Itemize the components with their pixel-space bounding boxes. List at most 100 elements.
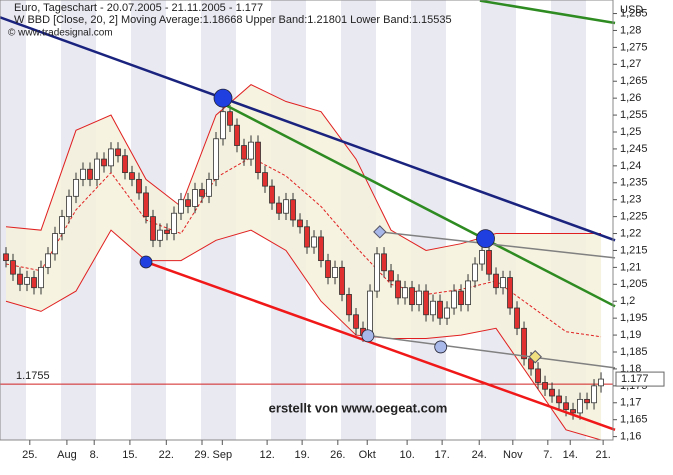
marker (528, 350, 542, 364)
candle-body (150, 216, 156, 241)
candle-body (444, 307, 450, 319)
candle-body (465, 280, 471, 306)
candle-body (479, 250, 485, 265)
candle-body (521, 327, 527, 360)
marker (434, 340, 448, 354)
y-tick-label: 1,16 (620, 431, 641, 443)
candle-body (3, 253, 9, 262)
candle-body (199, 189, 205, 197)
x-tick-label: 8. (90, 449, 99, 461)
candle-body (332, 266, 338, 278)
candle-body (115, 148, 121, 157)
candle-body (143, 192, 149, 218)
candle-body (416, 290, 422, 306)
candle-body (31, 277, 37, 289)
candle-body (220, 111, 226, 140)
candle-body (584, 398, 590, 404)
y-tick-label: 1,17 (620, 397, 641, 409)
marker (476, 229, 495, 249)
y-tick-label: 1,275 (620, 41, 648, 53)
y-tick-label: 1,28 (620, 24, 641, 36)
candle-body (381, 253, 387, 272)
annotation: erstellt von www.oegeat.com (269, 400, 448, 415)
candle-body (563, 402, 569, 410)
y-tick-label: 1,225 (620, 211, 648, 223)
candle-body (94, 158, 100, 180)
y-tick-label: 1,185 (620, 346, 648, 358)
candle-body (276, 202, 282, 214)
y-tick-label: 1,22 (620, 227, 641, 239)
x-tick-label: Sep (213, 449, 233, 461)
candle-body (157, 229, 163, 241)
candle-body (598, 378, 604, 387)
y-tick-label: 1,245 (620, 143, 648, 155)
candle-body (17, 273, 23, 285)
plot-frame (0, 0, 614, 441)
candle-body (577, 398, 583, 414)
x-tick-label: Aug (57, 449, 77, 461)
x-tick-label: Okt (359, 449, 376, 461)
y-tick-label: 1,195 (620, 312, 648, 324)
price-line-label: 1.1755 (16, 370, 50, 382)
chart-title: Euro, Tageschart - 20.07.2005 - 21.11.20… (14, 2, 263, 14)
x-tick-label: Nov (503, 449, 523, 461)
candle-body (297, 219, 303, 228)
candle-body (451, 290, 457, 309)
candle-body (171, 212, 177, 234)
source: © www.tradesignal.com (8, 28, 113, 39)
candle-body (241, 145, 247, 160)
candle-body (318, 236, 324, 262)
candle-body (129, 172, 135, 180)
candle-body (248, 141, 254, 160)
candle-body (164, 229, 170, 234)
y-tick-label: 1,205 (620, 278, 648, 290)
candle-body (24, 277, 30, 285)
y-tick-label: 1,255 (620, 109, 648, 121)
x-tick-label: 21. (595, 449, 610, 461)
candle-body (52, 233, 58, 255)
candle-body (185, 199, 191, 207)
candle-body (493, 273, 499, 289)
candle-body (437, 300, 443, 319)
y-tick-label: 1,25 (620, 126, 641, 138)
candle-body (66, 195, 72, 218)
candle-body (591, 385, 597, 404)
candle-body (311, 236, 317, 248)
trendline (369, 335, 616, 369)
candle-body (514, 307, 520, 329)
candle-body (73, 178, 79, 197)
candle-body (430, 300, 436, 316)
candle-body (255, 141, 261, 174)
y-tick-label: 1,27 (620, 58, 641, 70)
trendline (145, 260, 616, 432)
chart-subtitle: W BBD [Close, 20, 2] Moving Average:1.18… (14, 14, 452, 26)
x-tick-label: 19. (294, 449, 309, 461)
candle-body (556, 395, 562, 404)
candle-body (388, 270, 394, 282)
candle-body (486, 250, 492, 275)
x-tick-label: 15. (122, 449, 137, 461)
candle-body (423, 290, 429, 316)
candle-body (290, 199, 296, 221)
week-stripe (0, 0, 26, 440)
candle-body (10, 260, 16, 275)
candle-body (269, 185, 275, 204)
trendline (215, 99, 616, 308)
y-tick-label: 1,23 (620, 194, 641, 206)
candle-body (192, 189, 198, 207)
x-tick-label: 29. (194, 449, 209, 461)
trendline (0, 15, 616, 242)
y-tick-label: 1,24 (620, 160, 641, 172)
x-tick-label: 25. (22, 449, 37, 461)
candle-body (227, 111, 233, 126)
candle-body (374, 253, 380, 292)
marker (139, 255, 153, 269)
band-lower (5, 229, 602, 441)
candle-body (395, 280, 401, 299)
candle-body (122, 155, 128, 174)
last-price-box (615, 371, 665, 387)
marker (373, 225, 387, 239)
candle-body (87, 168, 93, 180)
candle-body (108, 148, 114, 167)
